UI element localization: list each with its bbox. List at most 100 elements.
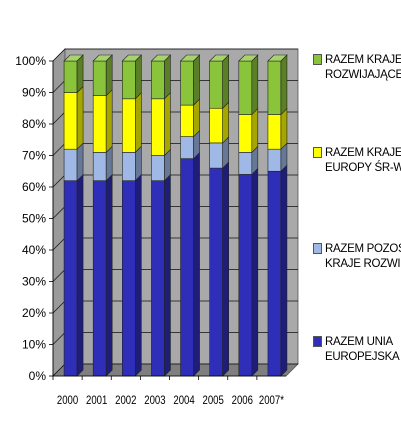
bar-segment xyxy=(122,173,142,377)
bar-front xyxy=(63,92,78,150)
x-tick-label: 2005 xyxy=(203,394,224,407)
bar-segment xyxy=(63,85,84,150)
bar-segment xyxy=(238,54,259,116)
bar-front xyxy=(151,98,165,156)
x-tick-label: 2006 xyxy=(232,394,253,407)
bar-top xyxy=(238,54,259,62)
x-tick-label: 2003 xyxy=(144,394,165,407)
bar-side xyxy=(193,54,200,106)
legend-label-line2: EUROPY ŚR-WSCH. xyxy=(325,162,401,174)
legend-item-eu: RAZEM UNIA EUROPEJSKA xyxy=(313,335,401,367)
bar-segment xyxy=(180,129,200,160)
bar-side xyxy=(135,54,142,100)
bar-front xyxy=(63,180,78,377)
bar-segment xyxy=(63,54,84,94)
legend-label-line2: KRAJE ROZWINIĘTE xyxy=(325,258,401,270)
bar-front xyxy=(267,60,282,115)
legend-label-line2: ROZWIJAJĄCE SIĘ xyxy=(325,69,401,81)
bar-segment xyxy=(92,145,113,182)
y-tick-label: 100% xyxy=(15,54,46,68)
bar-front xyxy=(151,180,165,377)
bar-side xyxy=(164,54,171,100)
bar-front xyxy=(209,107,223,144)
bar-side xyxy=(222,161,229,377)
x-tick-label: 2002 xyxy=(115,394,136,407)
bar-side xyxy=(105,54,113,97)
bar-segment xyxy=(267,54,288,116)
bar-top xyxy=(92,54,113,62)
bar-side xyxy=(280,164,288,377)
bar-front xyxy=(209,167,223,377)
bar-front xyxy=(209,60,223,109)
bar-side xyxy=(251,54,259,116)
bar-front xyxy=(180,158,194,377)
y-tick-label: 50% xyxy=(22,212,46,226)
legend: RAZEM KRAJE ROZWIJAJĄCE SIĘ RAZEM KRAJE … xyxy=(313,0,401,423)
bar-segment xyxy=(121,54,143,100)
bar-segment xyxy=(209,161,229,377)
bar-side xyxy=(251,107,259,154)
bar-side xyxy=(76,142,84,182)
floor xyxy=(52,363,299,377)
legend-label-line2: EUROPEJSKA xyxy=(325,351,400,363)
bar-side xyxy=(193,98,200,138)
bar-front xyxy=(63,148,78,181)
legend-item-cee: RAZEM KRAJE EUROPY ŚR-WSCH. xyxy=(313,146,401,178)
legend-item-developed: RAZEM POZOSTAŁE KRAJE ROZWINIĘTE xyxy=(313,242,401,274)
bar-front xyxy=(267,170,282,377)
bar-front xyxy=(238,60,253,115)
bar-front xyxy=(151,60,165,100)
bar-front xyxy=(180,136,194,159)
bar-front xyxy=(238,152,253,175)
x-tick-label: 2004 xyxy=(173,394,194,407)
y-axis: 0% 10% 20% 30% 40% 50% 60% 70% 80% 90% 100% xyxy=(15,54,54,383)
bar-side xyxy=(105,88,113,154)
bar-top xyxy=(121,54,143,62)
bar-side xyxy=(193,151,200,377)
bar-side xyxy=(280,54,288,116)
x-axis: 2000 2001 2002 2003 2004 2005 2006 2007* xyxy=(52,375,286,407)
bar-segment xyxy=(63,142,84,182)
bar-front xyxy=(122,152,136,182)
bar-side xyxy=(164,173,171,377)
y-tick-label: 60% xyxy=(22,180,46,194)
x-tick-label: 2000 xyxy=(57,394,78,407)
bar-segment xyxy=(151,92,171,157)
bar-side xyxy=(135,92,142,154)
bar-side xyxy=(76,173,84,377)
bar-segment xyxy=(122,145,142,182)
legend-item-developing: RAZEM KRAJE ROZWIJAJĄCE SIĘ xyxy=(313,53,401,85)
bar-segment xyxy=(267,107,288,150)
legend-swatch-developing xyxy=(313,54,322,65)
bar-segment xyxy=(238,145,259,176)
bar-segment xyxy=(180,151,200,377)
bar-segment xyxy=(179,54,201,106)
bar-front xyxy=(209,142,223,169)
bar-front xyxy=(63,60,78,93)
bar-front xyxy=(238,114,253,153)
y-tick-label: 90% xyxy=(22,86,46,100)
bar-segment xyxy=(150,54,172,100)
x-tick-label: 2001 xyxy=(86,394,107,407)
legend-swatch-developed xyxy=(313,243,322,254)
bar-segment xyxy=(63,173,84,377)
bar-segment xyxy=(267,164,288,377)
bar-segment xyxy=(238,167,259,377)
bar-segment xyxy=(92,88,113,154)
bar-top xyxy=(150,54,172,62)
bar-front xyxy=(267,148,282,172)
bar-segment xyxy=(151,148,171,182)
bar-side xyxy=(251,167,259,377)
bar-top xyxy=(179,54,201,62)
y-tick-label: 80% xyxy=(22,117,46,131)
bar-front xyxy=(238,174,253,377)
x-tick-label: 2007* xyxy=(259,394,285,407)
bar-segment xyxy=(151,173,171,377)
bar-front xyxy=(122,180,136,377)
bar-front xyxy=(267,114,282,150)
y-tick-label: 0% xyxy=(29,369,47,383)
y-tick-label: 40% xyxy=(22,243,46,257)
bar-segment xyxy=(238,107,259,154)
bar-side xyxy=(76,85,84,150)
